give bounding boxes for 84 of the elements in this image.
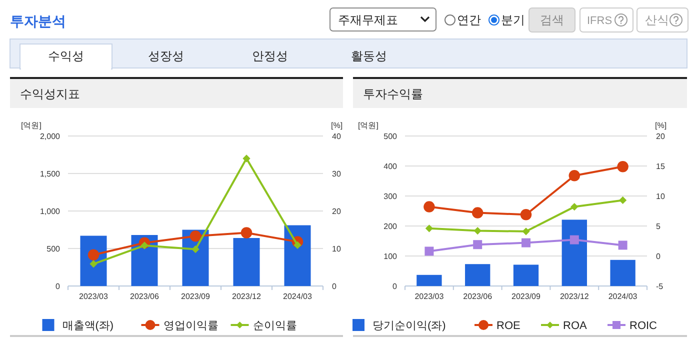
bar [465,264,490,286]
y-tick-label: 100 [384,252,398,261]
y2-tick-label: 0 [656,252,661,261]
x-tick-label: 2023/06 [463,292,493,301]
y-tick-label: 500 [46,244,61,254]
y2-axis-title: [%] [331,121,343,130]
y2-tick-label: 10 [332,244,342,254]
y-axis-title: [억원] [21,121,42,130]
y-tick-label: 1,500 [40,170,61,178]
chart-title: 수익성지표 [20,87,80,101]
text: 산식 [645,13,669,27]
legend-label: 영업이익률 [163,320,218,332]
y2-tick-label: 15 [656,162,666,171]
x-tick-label: 2023/12 [560,292,590,301]
text: 연간 [457,13,481,27]
text: 활동성 [351,49,387,63]
point [88,249,100,260]
x-tick-label: 2023/09 [181,292,211,301]
y-tick-label: 400 [384,162,398,171]
y2-tick-label: 0 [332,282,337,291]
point [617,160,628,172]
y2-tick-label: -5 [656,282,664,291]
y2-tick-label: 30 [332,170,342,178]
bar [610,260,636,286]
x-tick-label: 2023/09 [512,292,542,301]
point [242,154,250,162]
text: 안정성 [252,49,288,63]
text: 분기 [501,13,525,27]
y-tick-label: 500 [384,132,398,141]
y2-tick-label: 20 [332,207,342,216]
y-axis-title: [억원] [358,121,378,130]
legend-label: ROE [496,320,520,332]
text: 성장성 [148,49,184,63]
point [474,226,482,235]
y2-tick-label: 10 [656,192,666,201]
point [90,260,98,268]
point [522,238,530,248]
y-tick-label: 0 [56,282,61,291]
text: 투자분석 [10,13,66,29]
y-tick-label: 200 [384,222,398,231]
text: IFRS [587,15,612,27]
point [424,246,434,256]
legend-label: 당기순이익(좌) [372,320,446,332]
x-tick-label: 2023/03 [414,292,444,301]
chart-title: 투자수익률 [363,87,423,101]
point [472,207,484,218]
point [473,240,482,250]
x-tick-label: 2024/03 [283,292,313,301]
bar [233,238,260,286]
point [522,228,530,236]
point [240,227,252,238]
point [568,170,580,182]
text: 주재무제표 [338,13,398,27]
y2-tick-label: 40 [332,132,342,141]
y-tick-label: 1,000 [40,207,61,216]
x-tick-label: 2024/03 [608,292,638,301]
y-tick-label: 0 [392,282,398,291]
y2-tick-label: 5 [656,222,661,231]
point [425,224,434,232]
bar [562,220,587,286]
point [618,196,627,204]
point [570,235,579,244]
legend-label: 순이익률 [252,320,297,332]
y2-tick-label: 20 [656,132,666,141]
y2-axis-title: [%] [655,121,667,130]
point [192,245,200,254]
bar [513,264,539,286]
point [520,208,532,220]
legend-label: 매출액(좌) [62,320,114,332]
bar [416,274,442,286]
point [190,230,202,242]
point [424,201,435,212]
text: 수익성 [48,49,84,63]
text: 검색 [540,13,564,27]
x-tick-label: 2023/03 [79,292,109,301]
legend-label: ROA [563,320,588,332]
y-tick-label: 2,000 [40,132,61,141]
x-tick-label: 2023/12 [232,292,262,301]
y-tick-label: 300 [384,192,398,201]
bar [284,225,311,286]
point [570,202,578,211]
point [618,240,628,250]
x-tick-label: 2023/06 [130,292,160,301]
legend-label: ROIC [630,320,658,332]
